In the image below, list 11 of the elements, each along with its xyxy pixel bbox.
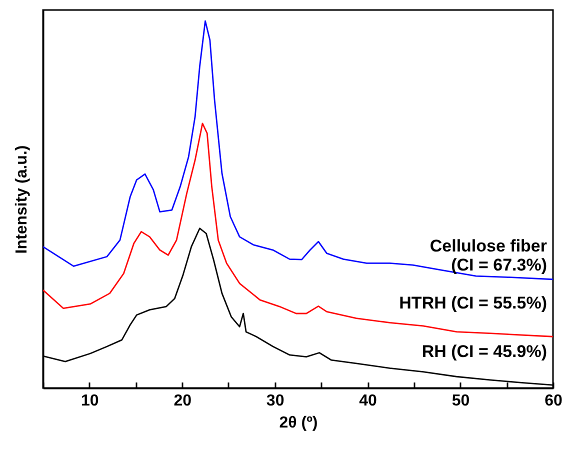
x-tick-label: 10 <box>80 392 99 410</box>
y-axis-title: Intensity (a.u.) <box>14 145 30 254</box>
x-tick-label: 20 <box>174 392 192 410</box>
x-tick-label: 30 <box>266 392 284 410</box>
series-label: RH (CI = 45.9%) <box>422 342 547 362</box>
series-label: HTRH (CI = 55.5%) <box>399 294 547 313</box>
x-tick-label: 60 <box>544 392 562 410</box>
x-tick-label: 50 <box>452 392 470 410</box>
x-tick-label: 40 <box>359 392 378 410</box>
series-label: Cellulose fiber (CI = 67.3%) <box>430 236 548 274</box>
x-axis-title: 2θ (º) <box>279 414 318 432</box>
